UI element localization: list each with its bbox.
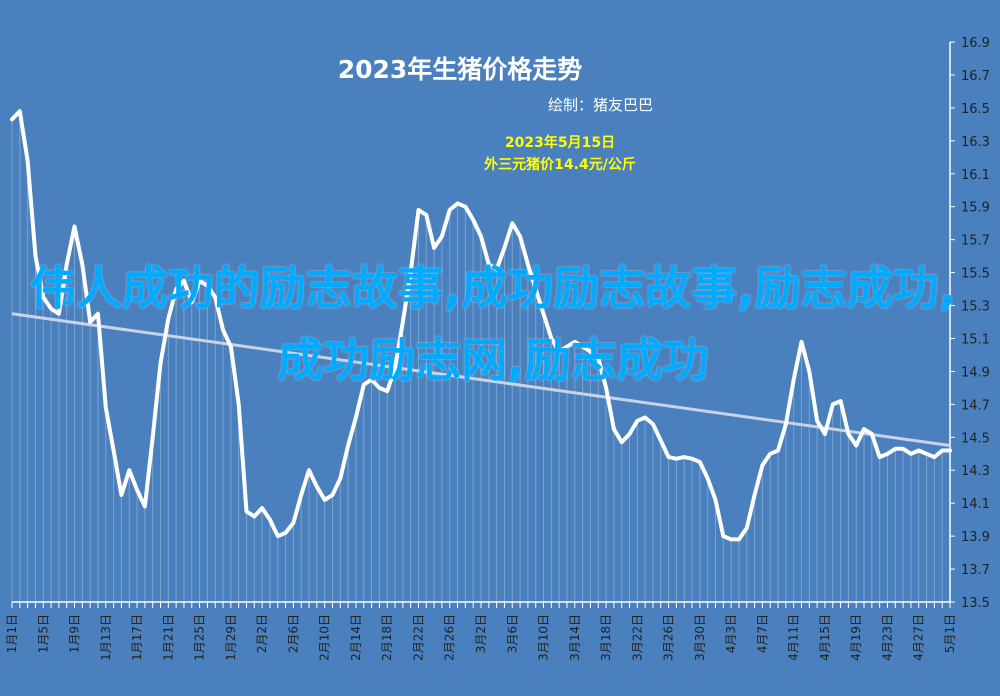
x-tick-label: 3月2日 [474,614,488,653]
x-tick-label: 3月30日 [693,614,707,661]
y-tick-label: 15.5 [961,267,990,282]
x-tick-label: 3月6日 [505,614,519,653]
x-tick-label: 1月29日 [224,614,238,661]
y-tick-label: 13.7 [961,563,990,578]
annotation-date: 2023年5月15日 [504,135,616,151]
x-tick-label: 3月26日 [662,614,676,661]
x-tick-label: 4月7日 [755,614,769,653]
y-tick-label: 14.1 [961,497,990,512]
y-tick-label: 16.5 [961,102,990,117]
x-tick-label: 2月10日 [318,614,332,661]
y-tick-label: 14.9 [961,365,990,380]
x-tick-label: 2月6日 [286,614,300,653]
x-tick-label: 4月3日 [724,614,738,653]
x-tick-label: 4月15日 [818,614,832,661]
annotation-price: 外三元猪价14.4元/公斤 [484,157,636,173]
y-tick-label: 15.3 [961,300,990,315]
x-tick-label: 1月25日 [193,614,207,661]
chart-title: 2023年生猪价格走势 [337,55,583,84]
x-tick-label: 4月11日 [787,614,801,661]
y-tick-label: 15.1 [961,332,990,347]
x-tick-label: 2月14日 [349,614,363,661]
x-tick-label: 2月22日 [411,614,425,661]
watermark-overlay-text: 伟人成功的励志故事,成功励志故事,励志成功,成功励志网,励志成功 [29,261,957,387]
x-tick-label: 2月26日 [443,614,457,661]
x-tick-label: 1月13日 [99,614,113,661]
y-tick-label: 13.9 [961,530,990,545]
price-series-line [10,109,952,542]
x-tick-label: 4月19日 [849,614,863,661]
y-tick-label: 14.5 [961,431,990,446]
y-tick-label: 14.3 [961,464,990,479]
x-tick-label: 4月27日 [912,614,926,661]
x-tick-label: 5月1日 [943,614,957,653]
x-tick-label: 3月10日 [537,614,551,661]
y-tick-label: 14.7 [961,398,990,413]
y-tick-label: 16.7 [961,69,990,84]
chart-subtitle: 绘制：猪友巴巴 [548,96,654,114]
x-tick-label: 3月14日 [568,614,582,661]
y-tick-label: 15.9 [961,201,990,216]
x-tick-label: 2月18日 [380,614,394,661]
x-tick-label: 4月23日 [880,614,894,661]
y-tick-label: 16.9 [961,36,990,51]
x-tick-label: 1月5日 [36,614,50,653]
trend-line [11,312,951,448]
y-tick-label: 13.5 [961,596,990,611]
x-tick-label: 1月17日 [130,614,144,661]
x-tick-label: 3月18日 [599,614,613,661]
x-tick-label: 1月1日 [5,614,19,653]
x-tick-label: 1月9日 [68,614,82,653]
x-tick-label: 3月22日 [630,614,644,661]
y-tick-label: 15.7 [961,234,990,249]
y-tick-label: 16.1 [961,168,990,183]
x-tick-label: 1月21日 [161,614,175,661]
x-tick-label: 2月2日 [255,614,269,653]
y-tick-label: 16.3 [961,135,990,150]
